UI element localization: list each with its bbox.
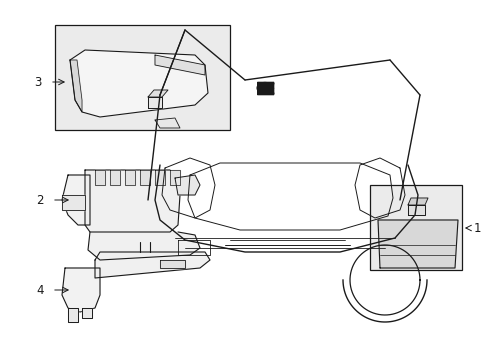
Polygon shape [62, 195, 85, 210]
Polygon shape [155, 170, 164, 185]
Polygon shape [155, 55, 204, 75]
Text: 1: 1 [473, 221, 481, 234]
Polygon shape [82, 308, 92, 318]
Polygon shape [95, 170, 105, 185]
Text: 3: 3 [35, 76, 42, 89]
Bar [55, 25, 229, 130]
Polygon shape [62, 175, 90, 225]
Polygon shape [70, 60, 82, 112]
Polygon shape [62, 268, 100, 312]
Polygon shape [68, 308, 78, 322]
Polygon shape [377, 220, 457, 268]
Bar [369, 185, 461, 270]
Text: 4: 4 [37, 284, 44, 297]
Polygon shape [160, 260, 184, 268]
Polygon shape [148, 90, 168, 97]
Polygon shape [140, 170, 150, 185]
Polygon shape [407, 205, 424, 215]
Polygon shape [175, 175, 200, 195]
Polygon shape [70, 50, 207, 117]
Polygon shape [155, 118, 180, 128]
Polygon shape [95, 252, 209, 278]
Polygon shape [85, 170, 180, 232]
Polygon shape [125, 170, 135, 185]
Text: 2: 2 [37, 194, 44, 207]
Polygon shape [170, 170, 180, 185]
Polygon shape [407, 198, 427, 205]
Polygon shape [110, 170, 120, 185]
Polygon shape [148, 97, 162, 108]
Polygon shape [88, 232, 200, 260]
